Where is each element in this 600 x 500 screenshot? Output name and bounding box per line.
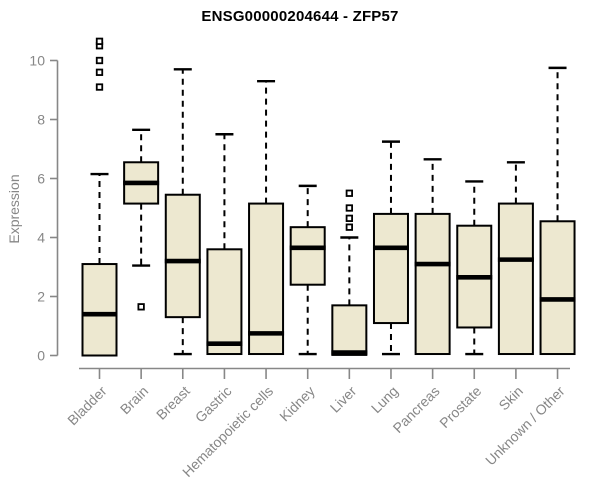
box-iqr bbox=[331, 304, 368, 356]
x-tick-label: Prostate bbox=[436, 383, 484, 431]
outlier-point bbox=[95, 56, 104, 65]
box-iqr bbox=[289, 226, 326, 286]
outlier-point bbox=[95, 37, 104, 45]
boxplot-breast bbox=[164, 68, 201, 356]
boxplot-pancreas bbox=[414, 158, 451, 356]
boxplot-hematopoietic-cells bbox=[248, 79, 285, 356]
boxplot-bladder bbox=[81, 37, 118, 357]
y-tick-label: 8 bbox=[37, 112, 45, 128]
outlier-point bbox=[345, 214, 353, 222]
box-iqr bbox=[414, 212, 451, 356]
outlier-point bbox=[345, 189, 353, 197]
boxplot-unknown-other bbox=[539, 66, 576, 356]
boxplot-skin bbox=[497, 161, 534, 356]
y-tick-label: 6 bbox=[37, 171, 45, 187]
box-iqr bbox=[81, 263, 118, 357]
chart-title: ENSG00000204644 - ZFP57 bbox=[201, 8, 399, 25]
outlier-point bbox=[345, 204, 353, 212]
boxplot-liver bbox=[331, 189, 368, 356]
boxplot-prostate bbox=[456, 180, 493, 356]
y-tick-label: 10 bbox=[29, 53, 45, 69]
boxplot-gastric bbox=[206, 133, 243, 356]
y-tick-label: 4 bbox=[37, 230, 45, 246]
box-iqr bbox=[539, 220, 576, 356]
boxplot-kidney bbox=[289, 184, 326, 356]
outlier-point bbox=[345, 223, 353, 231]
outlier-point bbox=[137, 303, 145, 311]
box-iqr bbox=[497, 202, 534, 356]
x-tick-label: Kidney bbox=[276, 383, 318, 425]
box-iqr bbox=[372, 212, 409, 325]
box-iqr bbox=[248, 202, 285, 356]
x-tick-label: Brain bbox=[117, 383, 151, 417]
box-iqr bbox=[164, 193, 201, 319]
x-tick-label: Skin bbox=[495, 383, 526, 414]
x-tick-label: Unknown / Other bbox=[482, 383, 568, 469]
outlier-point bbox=[95, 83, 104, 91]
x-tick-label: Lung bbox=[368, 383, 401, 416]
outlier-point bbox=[95, 68, 104, 76]
x-tick-label: Breast bbox=[153, 383, 193, 423]
x-tick-label: Bladder bbox=[64, 383, 110, 429]
y-tick-label: 2 bbox=[37, 289, 45, 305]
y-tick-label: 0 bbox=[37, 348, 45, 364]
boxplot-lung bbox=[372, 140, 409, 356]
boxplot-brain bbox=[123, 128, 160, 311]
x-tick-label: Liver bbox=[327, 383, 360, 416]
box-iqr bbox=[206, 248, 243, 356]
